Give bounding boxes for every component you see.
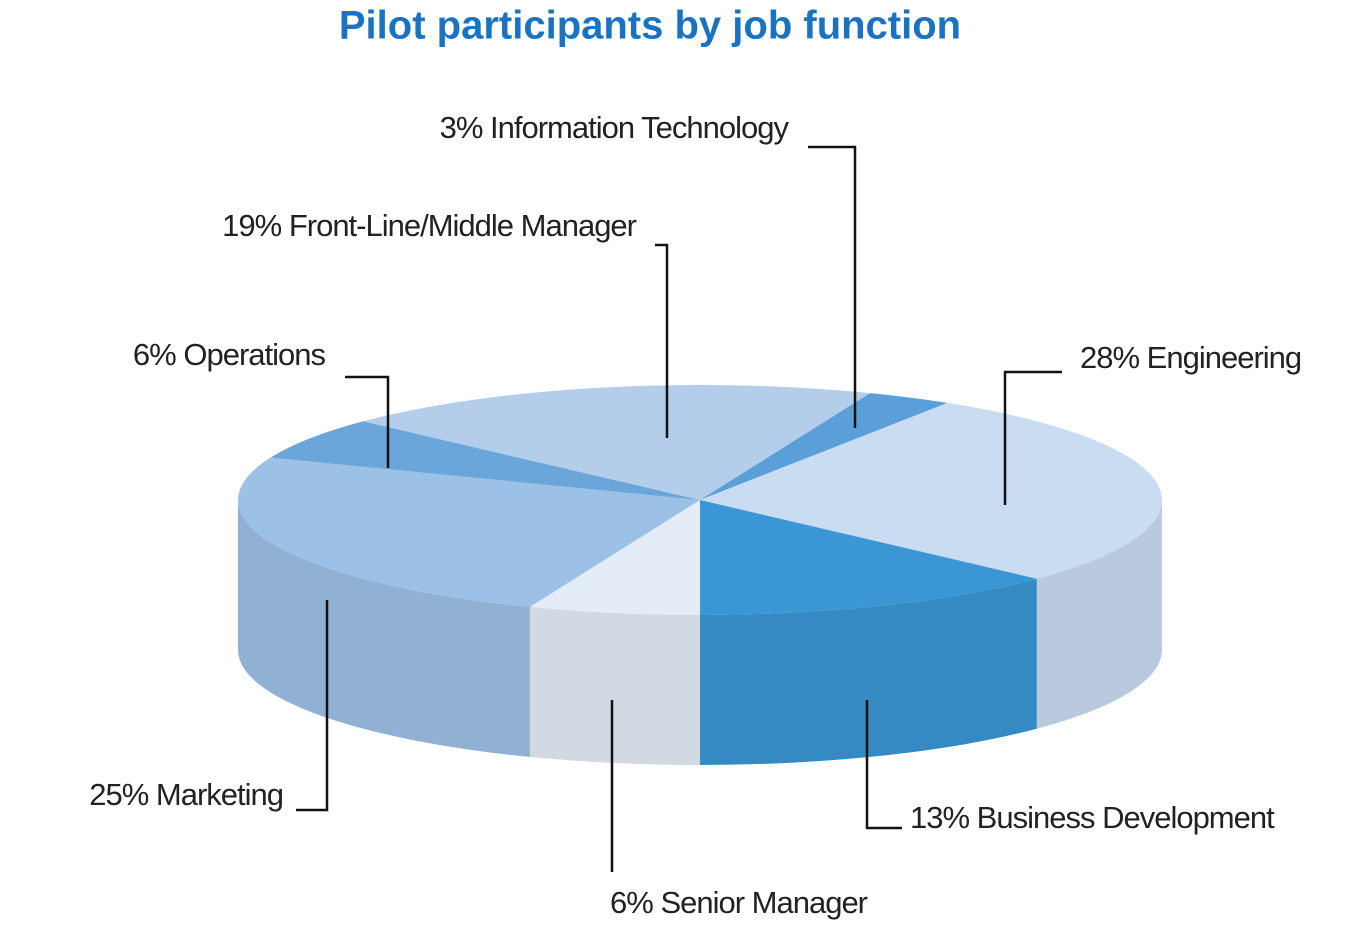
side-shade	[238, 500, 530, 757]
value-label: 3%	[440, 110, 483, 145]
leader-line	[345, 375, 390, 468]
side-shade	[1036, 500, 1162, 729]
side-shade	[529, 606, 700, 765]
tops	[237, 385, 1162, 615]
slice-top	[529, 500, 700, 615]
slice-label: 13% Business Development	[910, 800, 1275, 835]
slice-top	[700, 500, 1037, 615]
value-label: 6%	[133, 337, 176, 372]
sides	[238, 500, 1162, 765]
category-label: Senior Manager	[660, 885, 867, 920]
slice-top	[700, 402, 1162, 579]
slice-label: 6% Operations	[133, 337, 326, 372]
slice-side	[238, 500, 530, 757]
category-label: Information Technology	[490, 110, 789, 145]
category-label: Front-Line/Middle Manager	[289, 208, 637, 243]
slice-top	[270, 421, 700, 500]
category-label: Business Development	[977, 800, 1275, 835]
slice-side	[700, 578, 1037, 765]
slice-top	[363, 385, 871, 500]
slice-side	[1036, 500, 1162, 729]
leader-line	[808, 145, 857, 428]
slice-label: 25% Marketing	[89, 777, 283, 812]
slice-label: 3% Information Technology	[440, 110, 790, 145]
leader-line	[655, 243, 669, 438]
category-label: Engineering	[1147, 340, 1301, 375]
slice-top	[700, 393, 948, 500]
value-label: 13%	[910, 800, 969, 835]
category-label: Operations	[183, 337, 325, 372]
slice-side	[529, 606, 700, 765]
leader-line	[296, 600, 329, 812]
category-label: Marketing	[156, 777, 283, 812]
side-shade	[700, 578, 1037, 765]
value-label: 25%	[89, 777, 148, 812]
chart-title: Pilot participants by job function	[339, 4, 961, 48]
slice-label: 6% Senior Manager	[610, 885, 868, 920]
value-label: 19%	[222, 208, 281, 243]
leader-line	[1003, 370, 1062, 505]
value-label: 6%	[610, 885, 653, 920]
slice-label: 28% Engineering	[1080, 340, 1301, 375]
slice-top	[237, 457, 701, 607]
value-label: 28%	[1080, 340, 1139, 375]
leader-line	[865, 700, 902, 830]
slice-label: 19% Front-Line/Middle Manager	[222, 208, 637, 243]
